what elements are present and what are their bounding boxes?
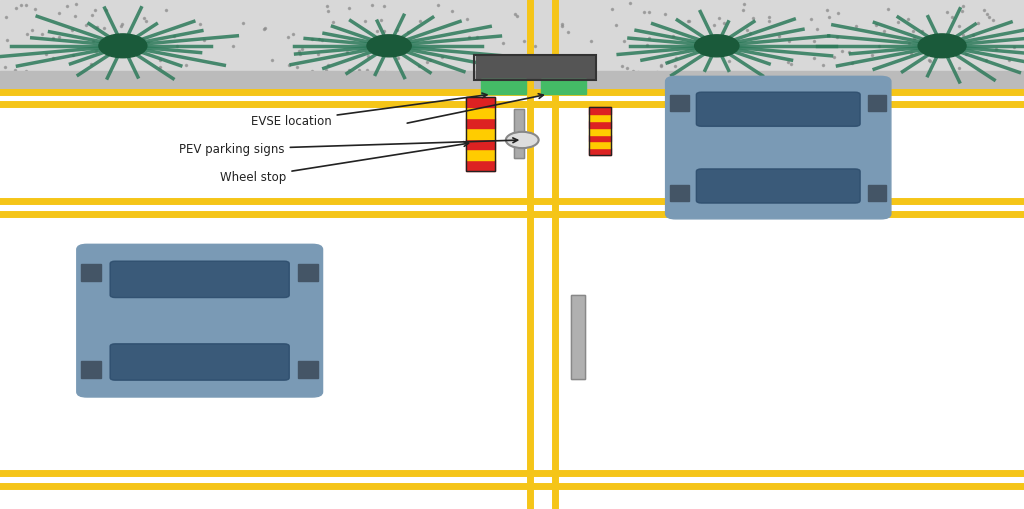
- FancyBboxPatch shape: [696, 169, 860, 203]
- Bar: [466, 160, 495, 171]
- Bar: [867, 95, 886, 110]
- Bar: [476, 56, 594, 79]
- Bar: [466, 139, 495, 150]
- Circle shape: [694, 35, 739, 57]
- Bar: [303, 300, 313, 351]
- Bar: [571, 295, 585, 379]
- Bar: [867, 185, 886, 201]
- Bar: [589, 107, 611, 114]
- Bar: [466, 118, 495, 128]
- Bar: [474, 55, 596, 80]
- Bar: [541, 79, 586, 94]
- Bar: [298, 264, 318, 281]
- Text: Wheel stop: Wheel stop: [220, 142, 469, 184]
- Bar: [0, 71, 1024, 92]
- Bar: [589, 134, 611, 142]
- Bar: [571, 295, 585, 379]
- Circle shape: [919, 34, 966, 58]
- Bar: [589, 142, 611, 148]
- Bar: [514, 109, 524, 158]
- Bar: [298, 360, 318, 378]
- FancyBboxPatch shape: [666, 76, 891, 219]
- Bar: [589, 114, 611, 121]
- Bar: [81, 360, 101, 378]
- Bar: [466, 150, 495, 160]
- Bar: [466, 97, 495, 171]
- Bar: [671, 185, 689, 201]
- Bar: [466, 107, 495, 118]
- Circle shape: [99, 34, 146, 58]
- Bar: [514, 109, 524, 158]
- Text: PEV parking signs: PEV parking signs: [179, 138, 517, 156]
- Bar: [81, 264, 101, 281]
- Circle shape: [367, 35, 412, 57]
- Bar: [671, 95, 689, 110]
- Bar: [466, 97, 495, 107]
- Bar: [481, 79, 526, 94]
- Bar: [303, 300, 313, 351]
- Bar: [589, 107, 611, 155]
- FancyBboxPatch shape: [111, 344, 290, 380]
- Bar: [0, 0, 1024, 81]
- FancyBboxPatch shape: [77, 244, 323, 397]
- Text: EVSE location: EVSE location: [251, 93, 487, 128]
- FancyBboxPatch shape: [111, 261, 290, 298]
- Bar: [589, 121, 611, 128]
- Circle shape: [506, 132, 539, 148]
- Bar: [589, 128, 611, 134]
- Bar: [589, 148, 611, 155]
- FancyBboxPatch shape: [696, 92, 860, 126]
- Bar: [466, 128, 495, 139]
